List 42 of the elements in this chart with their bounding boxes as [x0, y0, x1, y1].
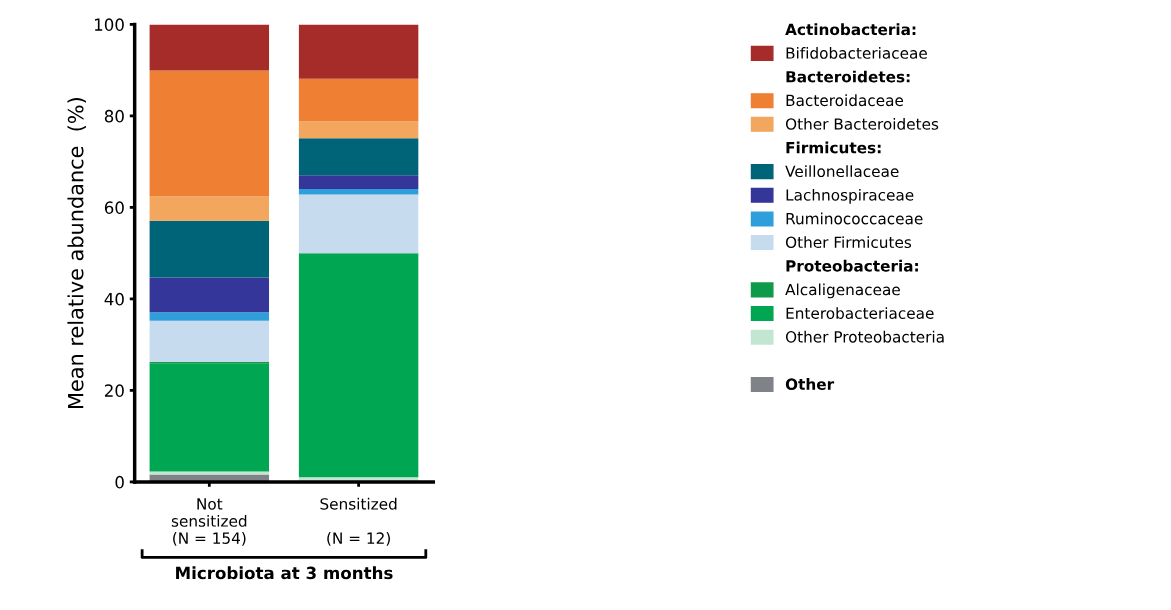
x-axis-title: Microbiota at 3 months: [176, 566, 393, 580]
bar: [149, 220, 270, 278]
legend-label: Veillonellaceae: [785, 165, 899, 178]
y-tick-label: 0: [115, 475, 124, 489]
legend-label: Bifidobacteriaceae: [786, 47, 927, 59]
bar: [149, 277, 270, 313]
y-tick-label: 100: [94, 18, 124, 31]
bar: [149, 70, 270, 197]
legend-label: Enterobacteriaceae: [786, 307, 934, 319]
bar: [298, 24, 419, 79]
text: Proteobacteria:: [786, 259, 918, 272]
legend-label: Other Proteobacteria: [785, 330, 944, 343]
legend-label: Lachnospiraceae: [786, 188, 914, 204]
bar: [149, 320, 270, 363]
y-tick-label: 20: [104, 384, 124, 397]
bar: [298, 121, 419, 139]
bar: [298, 138, 419, 176]
category-label: Sensitized (N = 12): [320, 497, 397, 546]
bar: [298, 175, 419, 190]
bar: [149, 312, 270, 321]
y-axis-title: Mean relative abundance (%): [67, 98, 86, 408]
bar: [149, 363, 270, 472]
bar: [149, 24, 270, 71]
bar: [149, 196, 270, 221]
bar: [298, 78, 419, 122]
text: Firmicutes:: [786, 141, 881, 154]
y-tick-label: 40: [104, 292, 124, 306]
legend-label: Other Firmicutes: [785, 236, 912, 249]
bar: [298, 189, 419, 195]
text: Actinobacteria:: [785, 23, 916, 36]
legend-label: Other: [785, 378, 835, 390]
legend-label: Other Bacteroidetes: [785, 117, 939, 130]
legend-label: Bacteroidaceae: [786, 94, 904, 107]
y-tick-label: 80: [104, 109, 124, 123]
legend-label: Alcaligenaceae: [785, 283, 900, 299]
bar: [298, 194, 419, 254]
bar: [298, 254, 419, 478]
legend-label: Ruminococcaceae: [786, 212, 923, 225]
bar: [149, 471, 270, 475]
x-tick-label: Not sensitized (N = 154): [171, 498, 247, 546]
text: Bacteroidetes:: [786, 70, 910, 83]
y-tick-label: 60: [104, 201, 124, 214]
